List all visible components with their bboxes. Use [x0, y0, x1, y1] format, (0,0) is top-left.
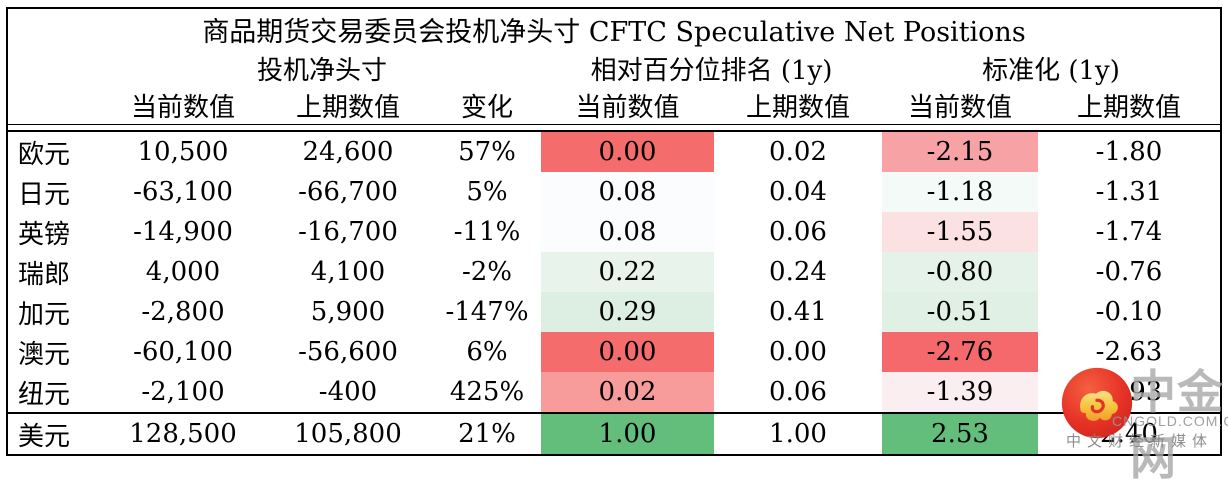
std-current-cell: -1.39: [882, 372, 1038, 413]
col-header-std-current: 当前数值: [907, 93, 1012, 123]
col-header-pct-previous: 上期数值: [745, 93, 850, 123]
change-cell: 5%: [466, 177, 508, 207]
group-header-standardized: 标准化 (1y): [982, 55, 1120, 86]
pct-current-cell: 0.00: [541, 332, 714, 372]
table-row-eur: 欧元 10,500 24,600 57% 0.00 0.02 -2.15 -1.…: [7, 131, 1221, 172]
empty-cell: [7, 87, 103, 125]
pct-current-cell: 0.08: [541, 212, 714, 252]
table-row-gbp: 英镑 -14,900 -16,700 -11% 0.08 0.06 -1.55 …: [7, 212, 1221, 252]
currency-label: 英镑: [18, 219, 71, 250]
pct-current-cell: 0.29: [541, 292, 714, 332]
pos-previous-cell: 5,900: [310, 297, 386, 327]
currency-label: 美元: [7, 412, 103, 455]
col-header-change: 变化: [460, 93, 513, 123]
std-current-cell: -1.55: [882, 212, 1038, 252]
std-current-cell: -2.15: [882, 131, 1038, 172]
std-previous-cell: -1.80: [1095, 137, 1163, 167]
col-header-pos-current: 当前数值: [130, 93, 235, 123]
pos-current-cell: -2,800: [141, 297, 225, 327]
pct-previous-cell: 0.04: [769, 177, 827, 207]
change-cell: -2%: [461, 257, 513, 287]
title-row: 商品期货交易委员会投机净头寸 CFTC Speculative Net Posi…: [7, 8, 1221, 49]
change-cell: -147%: [445, 297, 529, 327]
pos-current-cell: 10,500: [137, 137, 229, 167]
currency-label: 加元: [18, 299, 71, 330]
std-previous-cell: -1.74: [1095, 217, 1163, 247]
pct-previous-cell: 1.00: [714, 412, 882, 455]
col-header-pct-current: 当前数值: [575, 93, 680, 123]
table-row-jpy: 日元 -63,100 -66,700 5% 0.08 0.04 -1.18 -1…: [7, 172, 1221, 212]
table-row-nzd: 纽元 -2,100 -400 425% 0.02 0.06 -1.39 -0.9…: [7, 372, 1221, 413]
currency-label: 澳元: [18, 339, 71, 370]
header-separator: [7, 124, 1221, 132]
group-header-row: 投机净头寸 相对百分位排名 (1y) 标准化 (1y): [7, 49, 1221, 87]
empty-cell: [7, 49, 103, 87]
group-header-net-positions: 投机净头寸: [256, 55, 387, 86]
std-previous-cell: -0.10: [1095, 297, 1163, 327]
change-cell: 21%: [433, 412, 541, 455]
pct-previous-cell: 0.06: [769, 217, 827, 247]
pos-current-cell: 4,000: [145, 257, 221, 287]
pos-current-cell: -2,100: [141, 377, 225, 407]
change-cell: 425%: [449, 377, 525, 407]
currency-label: 瑞郎: [18, 259, 71, 290]
currency-label: 欧元: [18, 139, 71, 170]
change-cell: 6%: [466, 337, 508, 367]
col-header-std-previous: 上期数值: [1076, 93, 1181, 123]
table-row-usd: 美元 128,500 105,800 21% 1.00 1.00 2.53 2.…: [7, 412, 1221, 455]
table-row-chf: 瑞郎 4,000 4,100 -2% 0.22 0.24 -0.80 -0.76: [7, 252, 1221, 292]
pos-previous-cell: -400: [318, 377, 378, 407]
std-current-cell: -2.76: [882, 332, 1038, 372]
std-previous-cell: -0.76: [1095, 257, 1163, 287]
pos-previous-cell: -56,600: [298, 337, 398, 367]
pos-previous-cell: -66,700: [298, 177, 398, 207]
table-row-aud: 澳元 -60,100 -56,600 6% 0.00 0.00 -2.76 -2…: [7, 332, 1221, 372]
page-title: 商品期货交易委员会投机净头寸 CFTC Speculative Net Posi…: [202, 16, 1026, 48]
pct-current-cell: 1.00: [541, 412, 714, 455]
column-header-row: 当前数值 上期数值 变化 当前数值 上期数值 当前数值 上期数值: [7, 87, 1221, 125]
std-current-cell: -0.51: [882, 292, 1038, 332]
pct-previous-cell: 0.41: [769, 297, 827, 327]
change-cell: -11%: [453, 217, 521, 247]
std-current-cell: -1.18: [882, 172, 1038, 212]
std-previous-cell: -0.93: [1095, 377, 1163, 407]
pct-current-cell: 0.00: [541, 131, 714, 172]
pos-previous-cell: -16,700: [298, 217, 398, 247]
group-header-percentile-rank: 相对百分位排名 (1y): [590, 55, 833, 86]
change-cell: 57%: [458, 137, 516, 167]
pos-current-cell: 128,500: [103, 412, 263, 455]
pct-current-cell: 0.08: [541, 172, 714, 212]
pos-previous-cell: 24,600: [302, 137, 394, 167]
pct-previous-cell: 0.02: [769, 137, 827, 167]
col-header-pos-previous: 上期数值: [295, 93, 400, 123]
pct-current-cell: 0.22: [541, 252, 714, 292]
pos-current-cell: -63,100: [133, 177, 233, 207]
pos-current-cell: -60,100: [133, 337, 233, 367]
cftc-positions-table: 商品期货交易委员会投机净头寸 CFTC Speculative Net Posi…: [6, 7, 1222, 456]
table-row-cad: 加元 -2,800 5,900 -147% 0.29 0.41 -0.51 -0…: [7, 292, 1221, 332]
std-previous-cell: 2.40: [1038, 412, 1221, 455]
currency-label: 日元: [18, 179, 71, 210]
std-previous-cell: -1.31: [1095, 177, 1163, 207]
std-current-cell: -0.80: [882, 252, 1038, 292]
pos-previous-cell: 105,800: [263, 412, 433, 455]
pos-previous-cell: 4,100: [310, 257, 386, 287]
std-current-cell: 2.53: [882, 412, 1038, 455]
pct-previous-cell: 0.06: [769, 377, 827, 407]
currency-label: 纽元: [18, 379, 71, 410]
pos-current-cell: -14,900: [133, 217, 233, 247]
pct-current-cell: 0.02: [541, 372, 714, 413]
pct-previous-cell: 0.00: [769, 337, 827, 367]
pct-previous-cell: 0.24: [769, 257, 827, 287]
std-previous-cell: -2.63: [1095, 337, 1163, 367]
